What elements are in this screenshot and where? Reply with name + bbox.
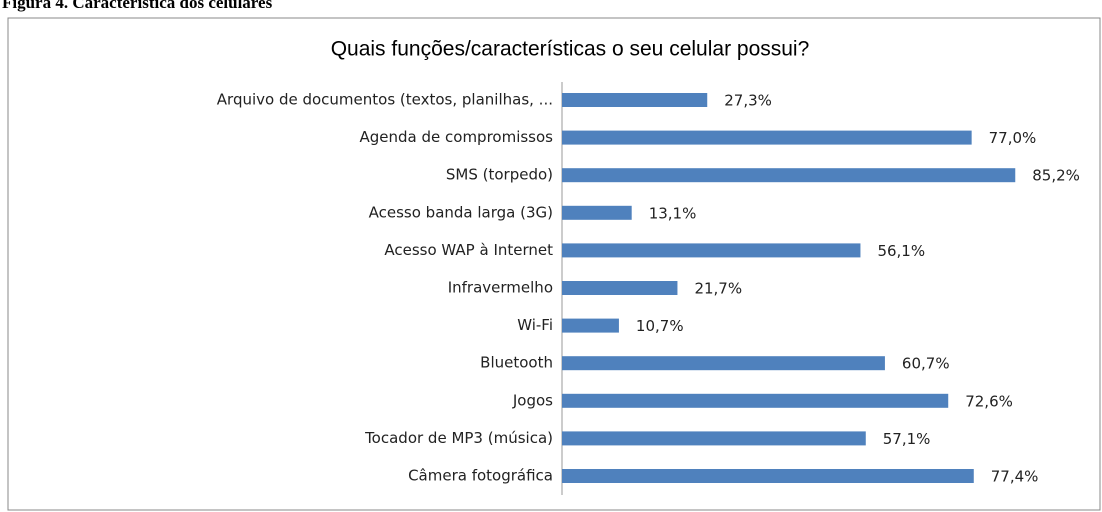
bar — [562, 469, 974, 483]
bar — [562, 318, 619, 333]
category-label: Câmera fotográfica — [408, 467, 553, 485]
value-label: 60,7% — [902, 355, 950, 373]
category-label: Bluetooth — [480, 354, 553, 372]
bar — [562, 93, 708, 107]
category-label: Acesso WAP à Internet — [384, 241, 553, 259]
bar — [562, 168, 1016, 183]
chart-frame — [7, 17, 1101, 511]
value-label: 77,0% — [989, 129, 1037, 147]
value-label: 85,2% — [1032, 167, 1080, 185]
value-label: 10,7% — [636, 317, 684, 335]
bar — [562, 281, 678, 295]
value-label: 77,4% — [991, 468, 1039, 486]
chart-title: Quais funções/características o seu celu… — [331, 38, 810, 61]
value-label: 72,6% — [965, 392, 1013, 410]
bar — [562, 243, 861, 258]
caption: Figura 4. Característica dos celulares — [2, 0, 273, 12]
category-label: Acesso banda larga (3G) — [369, 203, 553, 221]
value-label: 27,3% — [724, 92, 772, 110]
category-label: Tocador de MP3 (música) — [364, 429, 553, 447]
bar — [562, 130, 972, 145]
category-label: Infravermelho — [448, 279, 553, 297]
category-label: SMS (torpedo) — [446, 166, 553, 184]
value-label: 13,1% — [649, 204, 697, 222]
value-label: 56,1% — [877, 242, 925, 260]
category-label: Arquivo de documentos (textos, planilhas… — [217, 91, 553, 109]
category-label: Agenda de compromissos — [360, 128, 554, 146]
bar — [562, 431, 866, 446]
bar — [562, 393, 949, 408]
category-label: Wi-Fi — [517, 316, 553, 334]
category-label: Jogos — [512, 391, 553, 409]
bar — [562, 205, 632, 220]
bar — [562, 356, 885, 371]
value-label: 57,1% — [883, 430, 931, 448]
value-label: 21,7% — [694, 280, 742, 298]
